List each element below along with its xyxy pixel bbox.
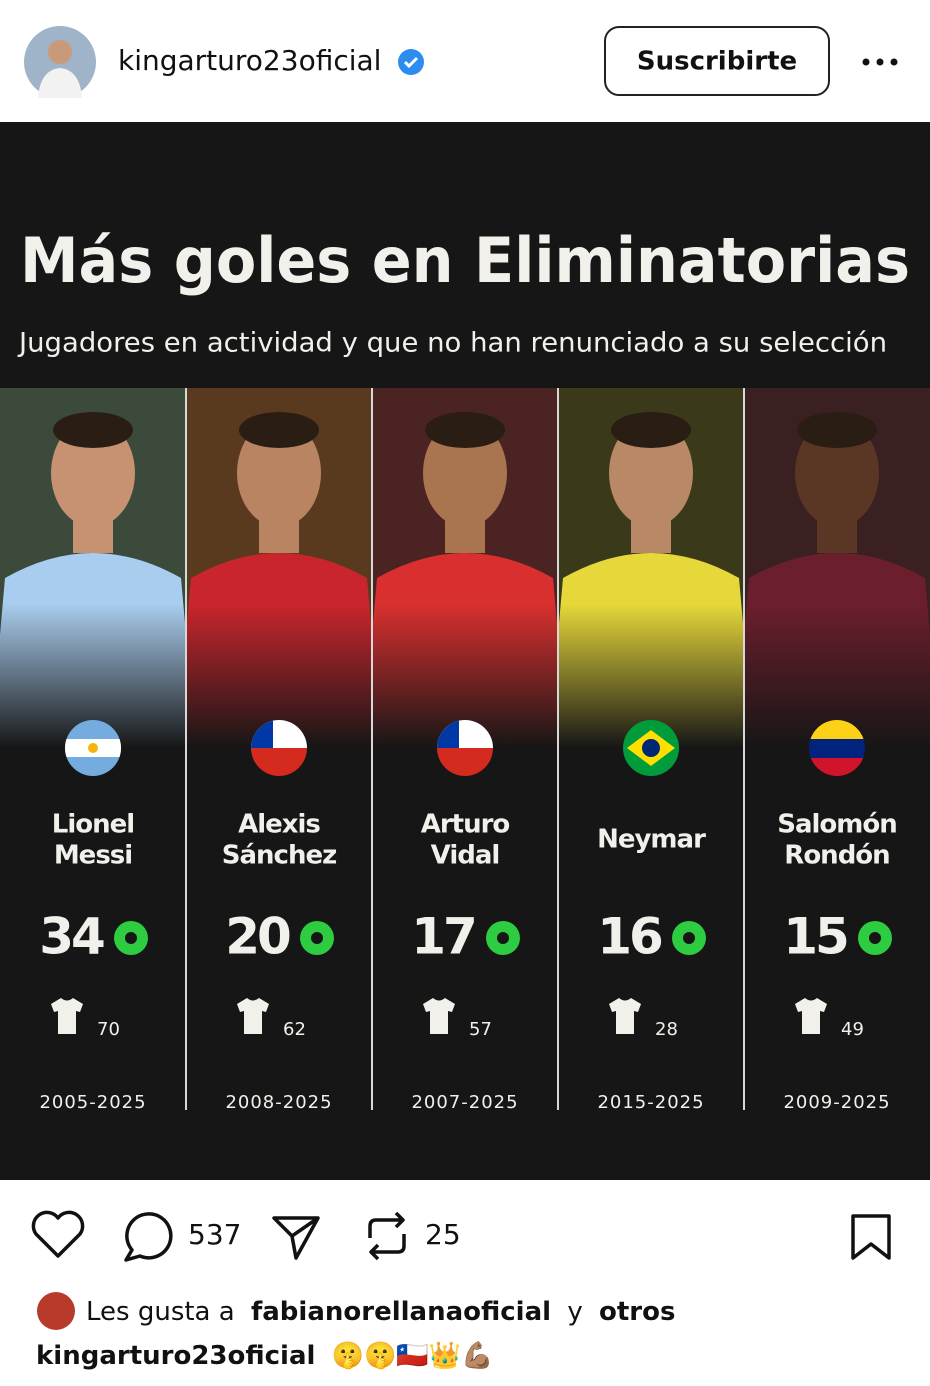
goals: 15 [783,908,847,966]
photo-fade [0,388,186,748]
player-name: Vidal [431,841,500,871]
repost-count: 25 [425,1218,461,1251]
header: kingarturo23oficial Suscribirte [24,26,898,98]
like-button[interactable] [31,1210,85,1258]
ball-icon-inner [125,932,137,944]
photo-fade [744,388,930,748]
post-subtitle: Jugadores en actividad y que no han renu… [17,328,887,359]
player-name: Alexis [238,810,320,840]
post-image: Más goles en Eliminatorias Jugadores en … [0,122,930,1180]
subscribe-button[interactable] [604,26,830,96]
goals: 17 [411,908,475,966]
comment-button[interactable] [124,1212,173,1262]
username[interactable]: kingarturo23oficial [118,44,381,77]
player-photo [372,388,558,748]
years: 2015-2025 [597,1092,704,1113]
share-button[interactable] [272,1216,320,1260]
player-name: Rondón [784,841,889,871]
photo-fade [186,388,372,748]
avatar-body [38,68,82,98]
goals: 20 [225,908,290,966]
player-card: Neymar 16 28 2015-2025 [557,388,744,1113]
ball-icon-inner [683,932,695,944]
more-button[interactable] [862,58,898,66]
flag-stripe [809,720,865,739]
shirt-icon [237,998,269,1034]
photo-fade [558,388,744,748]
caption: kingarturo23oficial 🤫🤫🇨🇱👑💪🏽 [36,1340,494,1371]
save-button[interactable] [851,1214,891,1260]
flag [251,720,307,776]
caps: 28 [655,1019,678,1040]
years: 2008-2025 [225,1092,332,1113]
shirt-icon [423,998,455,1034]
ball-icon-inner [497,932,509,944]
flag-sun [88,743,98,753]
comment-count: 537 [188,1218,241,1251]
photo-fade [372,388,558,748]
ball-icon-inner [311,932,323,944]
player-name: Messi [54,841,132,871]
player-name: Salomón [777,810,897,840]
player-photo [0,388,186,748]
shirt-icon [51,998,83,1034]
avatar-face [48,40,72,64]
shirt-icon [609,998,641,1034]
caps: 62 [283,1019,306,1040]
player-name: Lionel [52,810,134,840]
verified-check [403,56,419,69]
flag [65,720,121,776]
flag-stripe [809,758,865,776]
caps: 49 [841,1019,864,1040]
player-name: Arturo [421,810,510,840]
player-photo [186,388,372,748]
repost-button[interactable] [368,1211,406,1261]
likes-user[interactable]: fabianorellanaoficial [251,1297,551,1327]
flag [809,720,865,776]
caption-text: 🤫🤫🇨🇱👑💪🏽 [332,1340,494,1371]
ball-icon-inner [869,932,881,944]
post-footer: 537 25 Les gusta a fabianorellanaoficial… [31,1210,891,1371]
flag-stripe [809,739,865,758]
years: 2005-2025 [39,1092,146,1113]
player-photo [744,388,930,748]
player-name: Neymar [597,825,706,855]
post-title: Más goles en Eliminatorias [20,224,910,297]
flag [623,720,679,776]
liker-avatar[interactable] [37,1292,75,1330]
caps: 70 [97,1019,120,1040]
likes-others[interactable]: otros [599,1297,675,1327]
flag [437,720,493,776]
years: 2007-2025 [411,1092,518,1113]
subscribe-label[interactable]: Suscribirte [637,47,797,77]
years: 2009-2025 [783,1092,890,1113]
likes-connector: y [567,1297,582,1327]
caps: 57 [469,1019,492,1040]
flag-globe [642,739,660,757]
player-name: Sánchez [222,841,336,871]
likes-line: Les gusta a fabianorellanaoficial y otro… [86,1297,675,1327]
goals: 34 [39,908,104,966]
player-photo [558,388,744,748]
caption-user[interactable]: kingarturo23oficial [36,1341,315,1371]
shirt-icon [795,998,827,1034]
goals: 16 [597,908,662,966]
likes-prefix: Les gusta a [86,1297,235,1327]
